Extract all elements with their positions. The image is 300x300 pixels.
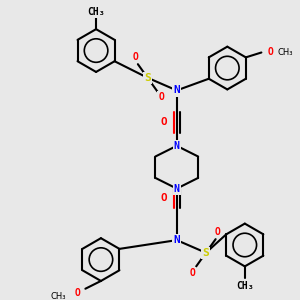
- Text: CH₃: CH₃: [236, 281, 254, 291]
- Text: N: N: [174, 141, 180, 151]
- Text: O: O: [75, 288, 80, 298]
- Text: S: S: [144, 73, 151, 83]
- Text: CH₃: CH₃: [87, 7, 105, 17]
- Text: O: O: [189, 268, 195, 278]
- Text: N: N: [174, 184, 180, 194]
- Text: O: O: [158, 92, 164, 102]
- Text: S: S: [202, 248, 209, 258]
- Text: O: O: [267, 47, 273, 58]
- Text: CH₃: CH₃: [278, 48, 293, 57]
- Text: O: O: [214, 227, 220, 237]
- Text: N: N: [173, 85, 180, 95]
- Text: O: O: [161, 193, 167, 203]
- Text: N: N: [173, 235, 180, 245]
- Text: O: O: [133, 52, 139, 62]
- Text: CH₃: CH₃: [50, 292, 66, 300]
- Text: O: O: [161, 118, 167, 128]
